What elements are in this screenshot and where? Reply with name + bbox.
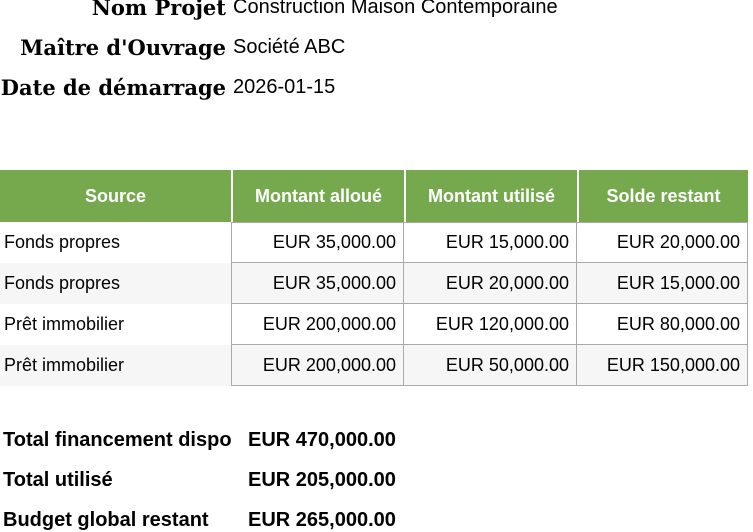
total-financing-value: EUR 470,000.00 [248, 428, 396, 451]
cell-solde-restant: EUR 15,000.00 [577, 263, 748, 304]
table-row: Fonds propres EUR 35,000.00 EUR 15,000.0… [0, 222, 748, 263]
cell-montant-alloue: EUR 35,000.00 [231, 222, 404, 263]
financing-table: Source Montant alloué Montant utilisé So… [0, 170, 748, 386]
table-row: Fonds propres EUR 35,000.00 EUR 20,000.0… [0, 263, 748, 304]
column-header-montant-alloue: Montant alloué [231, 170, 404, 222]
project-name-value: Construction Maison Contemporaine [233, 0, 558, 18]
table-row: Prêt immobilier EUR 200,000.00 EUR 120,0… [0, 304, 748, 345]
project-start-date-row: Date de démarrage 2026-01-15 [0, 67, 753, 107]
project-name-label: Nom Projet [91, 0, 226, 20]
cell-montant-alloue: EUR 200,000.00 [231, 345, 404, 386]
cell-montant-utilise: EUR 120,000.00 [404, 304, 577, 345]
cell-montant-utilise: EUR 20,000.00 [404, 263, 577, 304]
cell-solde-restant: EUR 20,000.00 [577, 222, 748, 263]
project-name-row: Nom Projet Construction Maison Contempor… [0, 0, 753, 27]
project-owner-row: Maître d'Ouvrage Société ABC [0, 27, 753, 67]
column-header-solde-restant: Solde restant [577, 170, 748, 222]
project-owner-value: Société ABC [233, 35, 346, 58]
cell-source: Fonds propres [0, 222, 231, 263]
total-financing-row: Total financement dispo EUR 470,000.00 [0, 420, 753, 460]
remaining-budget-value: EUR 265,000.00 [248, 508, 396, 531]
project-start-date-label: Date de démarrage [0, 74, 226, 100]
table-header-row: Source Montant alloué Montant utilisé So… [0, 170, 748, 222]
remaining-budget-row: Budget global restant EUR 265,000.00 [0, 500, 753, 532]
cell-montant-utilise: EUR 15,000.00 [404, 222, 577, 263]
totals-summary: Total financement dispo EUR 470,000.00 T… [0, 420, 753, 532]
cell-montant-alloue: EUR 200,000.00 [231, 304, 404, 345]
project-start-date-value: 2026-01-15 [233, 75, 336, 98]
remaining-budget-label: Budget global restant [3, 508, 209, 531]
cell-source: Fonds propres [0, 263, 231, 304]
cell-solde-restant: EUR 150,000.00 [577, 345, 748, 386]
total-used-value: EUR 205,000.00 [248, 468, 396, 491]
total-used-label: Total utilisé [3, 468, 113, 491]
cell-montant-alloue: EUR 35,000.00 [231, 263, 404, 304]
cell-source: Prêt immobilier [0, 345, 231, 386]
cell-source: Prêt immobilier [0, 304, 231, 345]
project-owner-label: Maître d'Ouvrage [20, 34, 226, 60]
total-financing-label: Total financement dispo [3, 428, 232, 451]
table-row: Prêt immobilier EUR 200,000.00 EUR 50,00… [0, 345, 748, 386]
column-header-montant-utilise: Montant utilisé [404, 170, 577, 222]
total-used-row: Total utilisé EUR 205,000.00 [0, 460, 753, 500]
column-header-source: Source [0, 170, 231, 222]
cell-solde-restant: EUR 80,000.00 [577, 304, 748, 345]
cell-montant-utilise: EUR 50,000.00 [404, 345, 577, 386]
project-info: Nom Projet Construction Maison Contempor… [0, 0, 753, 107]
